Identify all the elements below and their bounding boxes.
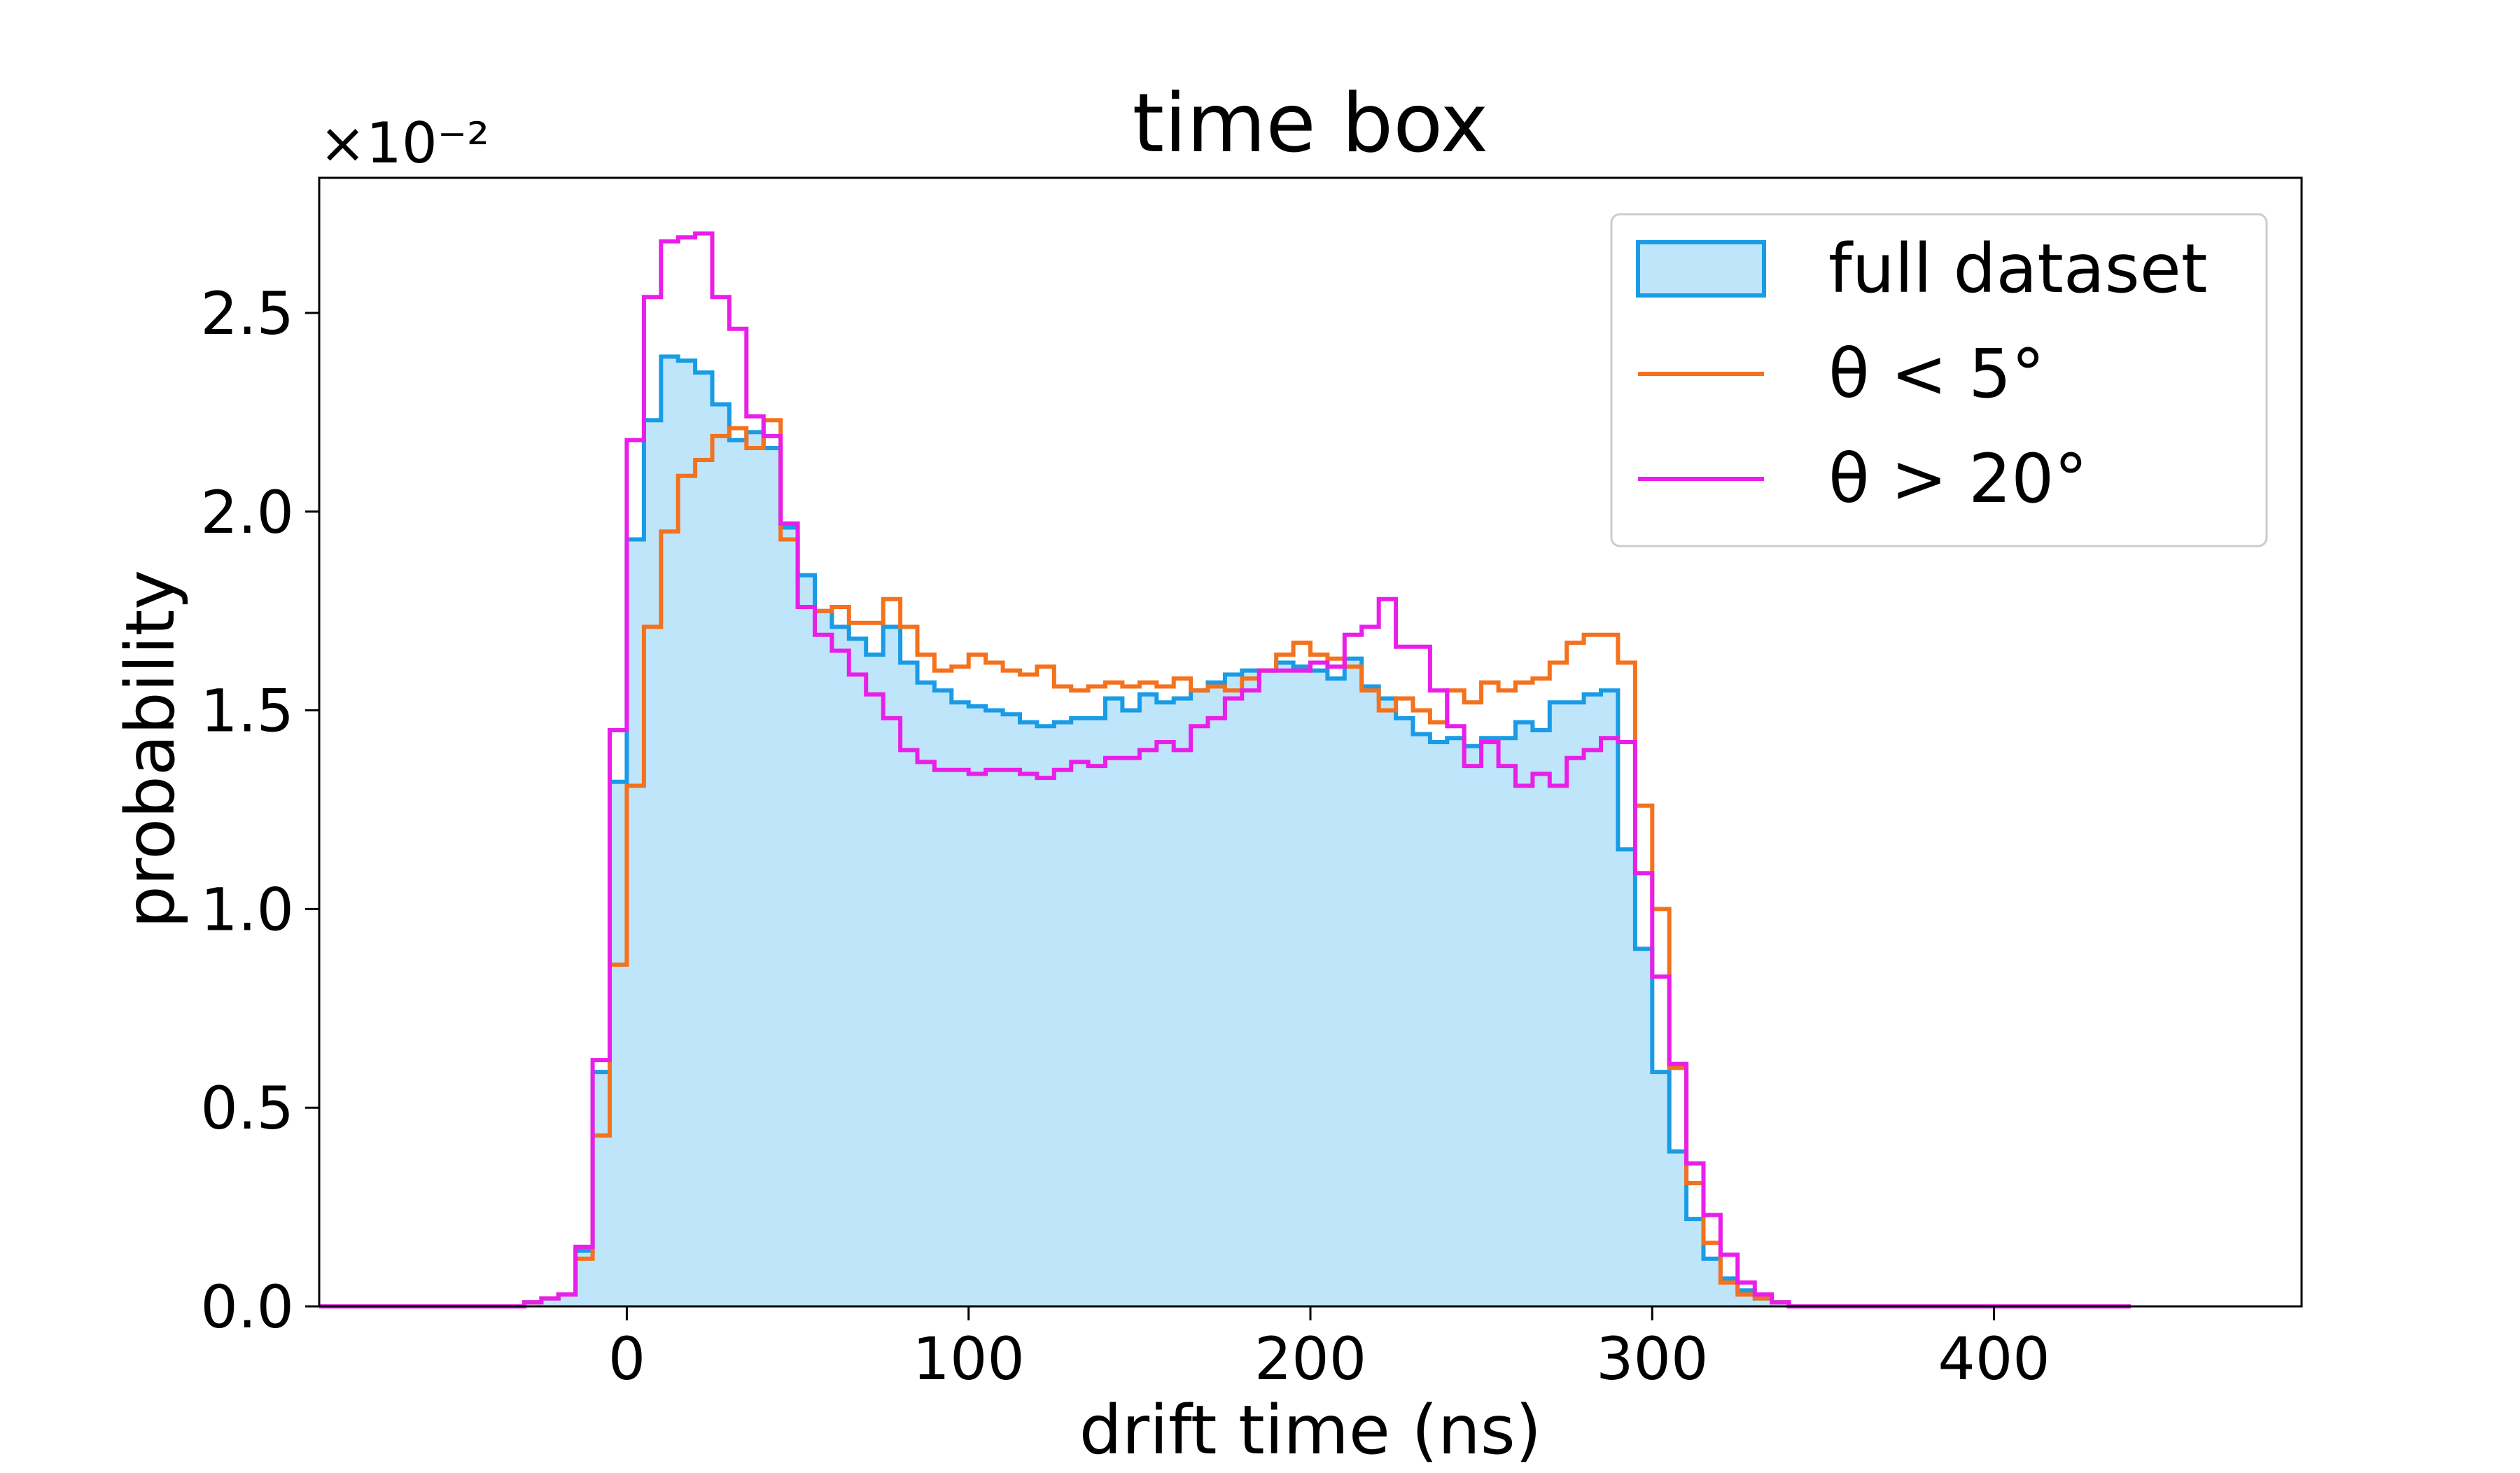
y-tick-label: 2.0 [200, 478, 294, 547]
y-tick-label: 0.0 [200, 1273, 294, 1341]
y-tick-label: 0.5 [200, 1074, 294, 1143]
series-fill-full-dataset [319, 356, 2131, 1306]
series-line-0 [319, 354, 2131, 1308]
y-tick-label: 1.0 [200, 875, 294, 944]
y-tick-label: 2.5 [200, 279, 294, 348]
x-tick-label: 100 [913, 1325, 1025, 1393]
series-line-layer [319, 231, 2131, 1308]
legend-entries: full dataset θ < 5° θ > 20° [1636, 230, 2207, 518]
x-tick-label: 300 [1596, 1325, 1708, 1393]
legend-label: θ < 5° [1828, 335, 2045, 413]
y-axis-label: probability [111, 570, 190, 928]
legend-label: full dataset [1828, 230, 2207, 308]
chart-title: time box [1133, 76, 1489, 171]
x-tick-label: 400 [1938, 1325, 2050, 1393]
legend-label: θ > 20° [1828, 440, 2087, 518]
x-tick-label: 200 [1254, 1325, 1366, 1393]
series-line-2 [319, 231, 2131, 1308]
x-axis-label: drift time (ns) [1079, 1391, 1542, 1469]
y-axis-offset-label: ×10⁻² [319, 111, 489, 176]
x-axis-ticks: 0 100 200 300 400 [608, 1306, 2050, 1393]
y-tick-label: 1.5 [200, 677, 294, 746]
legend-swatch-full-dataset [1636, 240, 1766, 298]
series-fill-layer [319, 356, 2131, 1306]
x-tick-label: 0 [608, 1325, 645, 1393]
legend: full dataset θ < 5° θ > 20° [1610, 213, 2268, 547]
y-axis-ticks: 0.0 0.5 1.0 1.5 2.0 2.5 [200, 279, 319, 1341]
legend-frame [1610, 213, 2268, 547]
series-line-1 [319, 418, 2131, 1308]
